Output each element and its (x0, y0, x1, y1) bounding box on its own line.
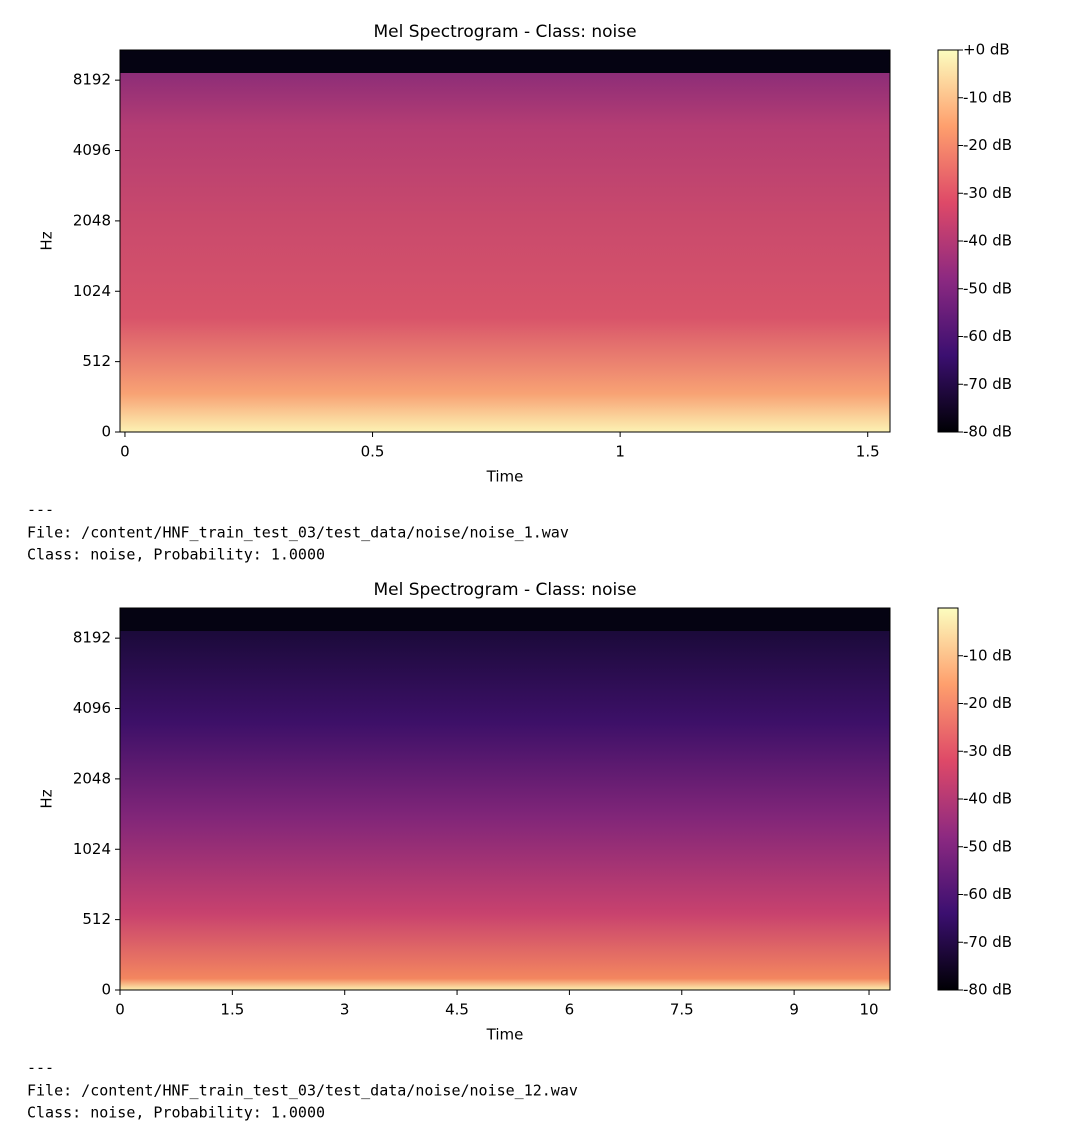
x-axis-label: Time (486, 468, 524, 486)
plot-frame (119, 49, 891, 433)
y-tick-label: 0 (101, 981, 111, 999)
chart-title: Mel Spectrogram - Class: noise (373, 580, 636, 600)
y-tick-label: 1024 (73, 840, 111, 858)
x-tick-label: 0.5 (361, 443, 385, 461)
x-tick-label: 1.5 (220, 1001, 244, 1019)
y-tick-label: 4096 (73, 699, 111, 717)
x-tick-label: 0 (115, 1001, 125, 1019)
x-tick-label: 3 (340, 1001, 350, 1019)
output-file: File: /content/HNF_train_test_03/test_da… (27, 1082, 578, 1100)
y-tick-label: 4096 (73, 141, 111, 159)
colorbar-tick-label: -40 dB (963, 790, 1012, 808)
colorbar (937, 49, 959, 433)
colorbar-tick-label: -80 dB (963, 423, 1012, 441)
colorbar-tick-label: -40 dB (963, 232, 1012, 250)
y-axis-label: Hz (38, 231, 56, 250)
output-separator: --- (27, 1059, 54, 1077)
x-tick-label: 7.5 (670, 1001, 694, 1019)
colorbar-tick-label: -70 dB (963, 933, 1012, 951)
x-axis-label: Time (486, 1026, 524, 1044)
x-tick-label: 4.5 (445, 1001, 469, 1019)
chart-title: Mel Spectrogram - Class: noise (373, 22, 636, 42)
y-tick-label: 512 (82, 910, 111, 928)
x-tick-label: 10 (859, 1001, 878, 1019)
colorbar-tick-label: -20 dB (963, 694, 1012, 712)
x-tick-label: 6 (565, 1001, 575, 1019)
x-tick-label: 0 (120, 443, 130, 461)
y-axis-label: Hz (38, 789, 56, 808)
y-tick-label: 0 (101, 423, 111, 441)
colorbar-tick-label: -50 dB (963, 837, 1012, 855)
colorbar-tick-label: -50 dB (963, 279, 1012, 297)
y-tick-label: 1024 (73, 282, 111, 300)
x-tick-label: 1 (615, 443, 625, 461)
colorbar-tick-label: -10 dB (963, 646, 1012, 664)
colorbar-tick-label: -10 dB (963, 88, 1012, 106)
x-tick-label: 1.5 (856, 443, 880, 461)
y-tick-label: 2048 (73, 211, 111, 229)
colorbar-tick-label: +0 dB (963, 41, 1010, 59)
colorbar-tick-label: -60 dB (963, 327, 1012, 345)
colorbar-tick-label: -80 dB (963, 981, 1012, 999)
colorbar-tick-label: -70 dB (963, 375, 1012, 393)
spectrogram-image (120, 608, 890, 990)
y-tick-label: 8192 (73, 629, 111, 647)
spectrogram-image (120, 50, 890, 432)
y-tick-label: 512 (82, 352, 111, 370)
colorbar-tick-label: -30 dB (963, 742, 1012, 760)
output-result: Class: noise, Probability: 1.0000 (27, 1104, 325, 1122)
plot-frame (119, 607, 891, 991)
colorbar (937, 607, 959, 991)
x-tick-label: 9 (789, 1001, 799, 1019)
y-tick-label: 8192 (73, 71, 111, 89)
y-tick-label: 2048 (73, 769, 111, 787)
output-separator: --- (27, 501, 54, 519)
output-result: Class: noise, Probability: 1.0000 (27, 546, 325, 564)
output-file: File: /content/HNF_train_test_03/test_da… (27, 524, 569, 542)
colorbar-tick-label: -20 dB (963, 136, 1012, 154)
colorbar-tick-label: -30 dB (963, 184, 1012, 202)
colorbar-tick-label: -60 dB (963, 885, 1012, 903)
